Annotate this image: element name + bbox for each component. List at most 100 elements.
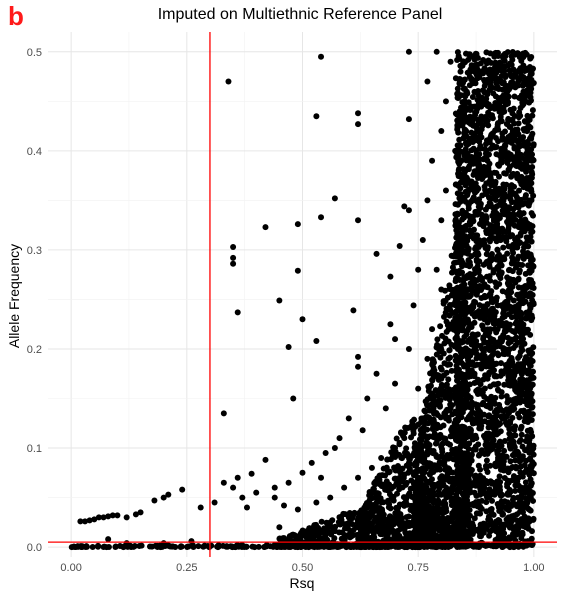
data-point — [313, 499, 320, 506]
data-point — [388, 485, 395, 492]
data-point — [500, 244, 507, 251]
data-point — [310, 523, 317, 530]
data-point — [409, 493, 416, 500]
data-point — [479, 175, 486, 182]
data-point — [468, 404, 475, 411]
data-point — [489, 352, 496, 359]
data-point — [495, 339, 502, 346]
data-point — [392, 543, 399, 550]
data-point — [132, 511, 139, 518]
data-point — [507, 397, 514, 404]
data-point — [294, 267, 301, 274]
data-point — [319, 529, 326, 536]
data-point — [408, 502, 415, 509]
data-point — [427, 382, 434, 389]
data-point — [445, 321, 452, 328]
data-point — [518, 484, 525, 491]
data-point — [483, 465, 490, 472]
data-point — [486, 521, 493, 528]
data-point — [456, 108, 463, 115]
data-point — [414, 543, 421, 550]
data-point — [500, 254, 507, 261]
data-point — [529, 156, 536, 163]
data-point — [512, 463, 519, 470]
data-point — [508, 354, 515, 361]
data-point — [393, 435, 400, 442]
data-point — [243, 543, 250, 550]
data-point — [394, 507, 401, 514]
data-point — [529, 373, 536, 380]
data-point — [508, 260, 515, 267]
data-point — [522, 447, 529, 454]
data-point — [413, 497, 420, 504]
data-point — [489, 112, 496, 119]
data-point — [523, 394, 530, 401]
data-point — [429, 361, 436, 368]
data-point — [410, 514, 417, 521]
data-point — [430, 368, 437, 375]
data-point — [503, 412, 510, 419]
data-point — [530, 451, 537, 458]
data-point — [528, 70, 535, 77]
data-point — [208, 542, 215, 549]
data-point — [461, 522, 468, 529]
data-point — [200, 543, 207, 550]
data-point — [483, 499, 490, 506]
data-point — [234, 309, 241, 316]
data-point — [493, 151, 500, 158]
data-point — [424, 197, 431, 204]
data-point — [475, 162, 482, 169]
data-point — [100, 544, 107, 551]
data-point — [376, 544, 383, 551]
data-point — [392, 380, 399, 387]
data-point — [305, 528, 312, 535]
data-point — [517, 425, 524, 432]
data-point — [506, 518, 513, 525]
data-point — [501, 447, 508, 454]
data-point — [477, 533, 484, 540]
data-point — [487, 383, 494, 390]
data-point — [472, 111, 479, 118]
data-point — [501, 170, 508, 177]
data-point — [465, 433, 472, 440]
data-point — [382, 405, 389, 412]
data-point — [518, 364, 525, 371]
data-point — [494, 121, 501, 128]
data-point — [148, 543, 155, 550]
data-point — [530, 470, 537, 477]
data-point — [510, 66, 517, 73]
data-point — [493, 543, 500, 550]
data-point — [488, 131, 495, 138]
data-point — [491, 296, 498, 303]
data-point — [440, 422, 447, 429]
data-point — [484, 326, 491, 333]
data-point — [511, 444, 518, 451]
data-point — [484, 244, 491, 251]
data-point — [396, 242, 403, 249]
y-tick-label: 0.5 — [27, 47, 42, 59]
data-point — [461, 317, 468, 324]
data-point — [446, 347, 453, 354]
data-point — [498, 442, 505, 449]
data-point — [521, 244, 528, 251]
data-point — [220, 479, 227, 486]
data-point — [516, 414, 523, 421]
data-point — [486, 236, 493, 243]
data-point — [506, 425, 513, 432]
data-point — [412, 460, 419, 467]
data-point — [418, 527, 425, 534]
data-point — [431, 431, 438, 438]
data-point — [504, 481, 511, 488]
data-point — [86, 517, 93, 524]
data-point — [410, 425, 417, 432]
data-point — [450, 456, 457, 463]
data-point — [464, 250, 471, 257]
data-point — [530, 79, 537, 86]
data-point — [514, 523, 521, 530]
data-point — [327, 494, 334, 501]
data-point — [433, 453, 440, 460]
data-points — [68, 48, 537, 551]
data-point — [518, 407, 525, 414]
data-point — [465, 188, 472, 195]
data-point — [516, 438, 523, 445]
